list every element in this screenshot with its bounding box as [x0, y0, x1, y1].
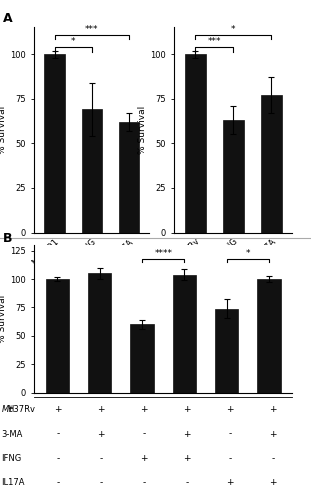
Text: B: B: [3, 232, 13, 245]
Text: -: -: [272, 454, 275, 463]
Text: -: -: [185, 478, 188, 488]
Text: -: -: [56, 430, 59, 438]
Text: +: +: [269, 478, 277, 488]
Bar: [88, 274, 111, 392]
Text: IFNG: IFNG: [2, 454, 22, 463]
Text: +: +: [140, 454, 148, 463]
Text: -: -: [228, 454, 232, 463]
Text: -: -: [142, 430, 146, 438]
Text: *: *: [246, 249, 250, 258]
Text: ***: ***: [207, 38, 221, 46]
Y-axis label: % Survival: % Survival: [0, 294, 7, 343]
Text: +: +: [269, 430, 277, 438]
Text: +: +: [183, 405, 191, 414]
Text: A: A: [3, 12, 13, 26]
Text: -: -: [56, 478, 59, 488]
Y-axis label: % Survival: % Survival: [0, 106, 7, 154]
Text: +: +: [140, 405, 148, 414]
Text: -: -: [56, 454, 59, 463]
Bar: [46, 279, 69, 392]
Text: ***: ***: [85, 25, 99, 34]
Text: -: -: [228, 430, 232, 438]
Text: *: *: [231, 25, 235, 34]
Bar: [215, 308, 239, 392]
Y-axis label: % Survival: % Survival: [138, 106, 147, 154]
Text: Mt: Mt: [2, 405, 15, 414]
Text: +: +: [183, 454, 191, 463]
Bar: [185, 54, 206, 233]
Text: +: +: [183, 430, 191, 438]
Bar: [223, 120, 244, 232]
Text: -: -: [142, 478, 146, 488]
Text: ****: ****: [154, 249, 172, 258]
Bar: [258, 279, 281, 392]
Bar: [44, 54, 65, 233]
Text: H37Rv: H37Rv: [7, 405, 35, 414]
Text: +: +: [97, 430, 104, 438]
Text: +: +: [226, 405, 234, 414]
Text: -: -: [99, 478, 103, 488]
Text: -: -: [99, 454, 103, 463]
Text: +: +: [226, 478, 234, 488]
Bar: [131, 324, 154, 392]
Bar: [173, 274, 196, 392]
Bar: [81, 110, 102, 232]
Text: *: *: [71, 38, 76, 46]
Text: +: +: [97, 405, 104, 414]
Text: +: +: [54, 405, 62, 414]
Bar: [261, 95, 282, 232]
Bar: [119, 122, 139, 232]
Text: IL17A: IL17A: [2, 478, 25, 488]
Text: +: +: [269, 405, 277, 414]
Text: 3-MA: 3-MA: [2, 430, 23, 438]
